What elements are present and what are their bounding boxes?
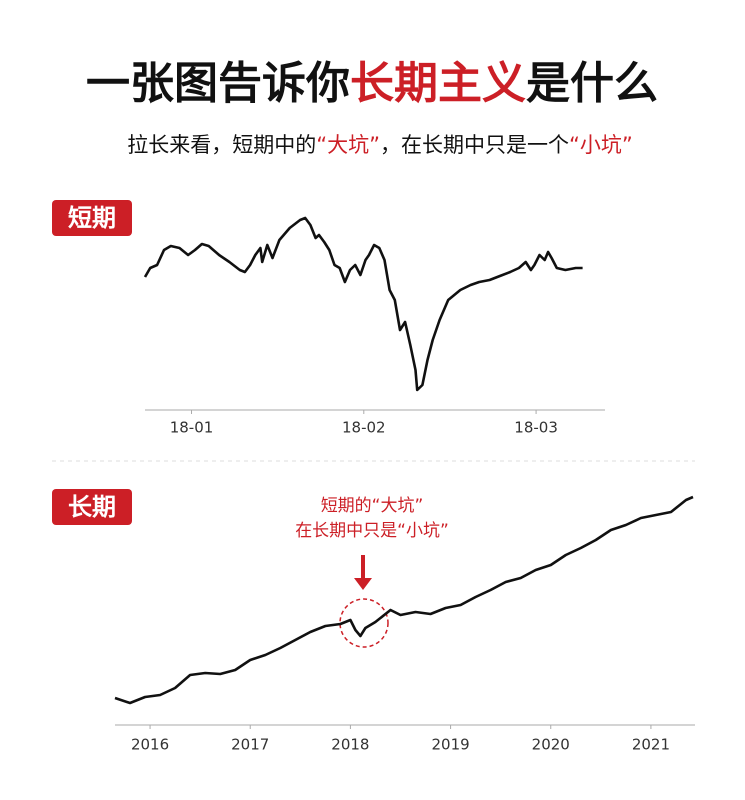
x-tick-label: 2017 xyxy=(231,736,269,754)
x-tick-label: 18-01 xyxy=(170,419,214,437)
x-tick-label: 18-02 xyxy=(342,419,386,437)
x-tick-label: 2018 xyxy=(331,736,369,754)
panel-label: 短期 xyxy=(68,204,116,232)
line xyxy=(114,495,694,705)
title-part: 一张图告诉你 xyxy=(86,58,350,109)
arrow-head xyxy=(354,578,372,590)
subtitle-part: 拉长来看，短期中的 xyxy=(127,133,316,157)
annotation: 在长期中只是“小坑” xyxy=(295,521,449,541)
panel-label-box xyxy=(52,200,132,236)
title: 一张图告诉你长期主义是什么 xyxy=(86,58,658,109)
title-part: 长期主义 xyxy=(350,58,526,109)
panel-label-box xyxy=(52,489,132,525)
x-tick-label: 2020 xyxy=(532,736,570,754)
x-tick-label: 2021 xyxy=(632,736,670,754)
title-part: 是什么 xyxy=(526,58,658,109)
subtitle-part: “大坑” xyxy=(316,133,380,157)
annotation: 短期的“大坑” xyxy=(321,496,424,516)
x-tick-label: 18-03 xyxy=(514,419,558,437)
line xyxy=(143,216,583,392)
subtitle-part: “小坑” xyxy=(569,133,633,157)
x-tick-label: 2016 xyxy=(131,736,169,754)
subtitle: 拉长来看，短期中的“大坑”，在长期中只是一个“小坑” xyxy=(127,133,633,157)
panel-label: 长期 xyxy=(68,493,116,521)
highlight-circle xyxy=(339,598,389,648)
subtitle-part: ，在长期中只是一个 xyxy=(380,133,569,157)
x-tick-label: 2019 xyxy=(431,736,469,754)
